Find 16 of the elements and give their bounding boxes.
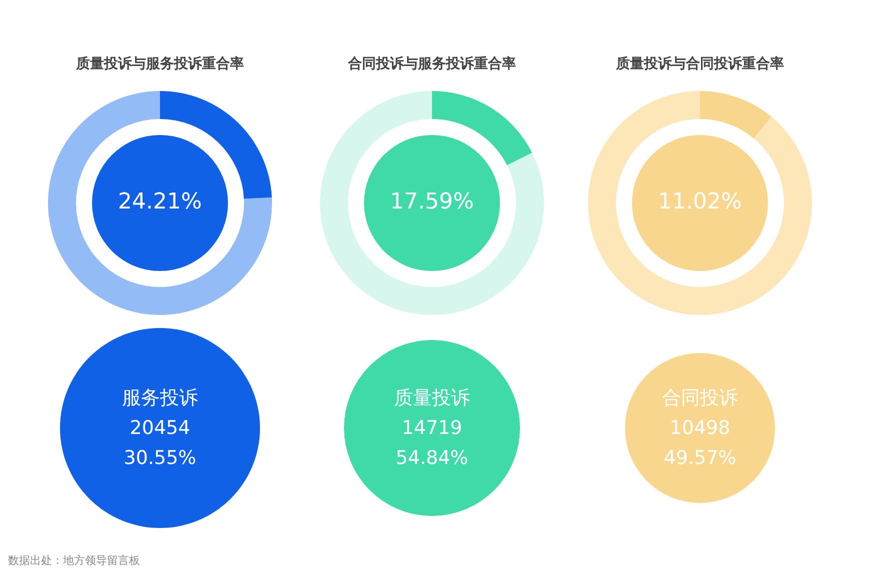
text: 质量投诉 <box>394 386 470 411</box>
chart-title: 质量投诉与合同投诉重合率 <box>615 55 784 72</box>
text: 11.02% <box>658 190 742 214</box>
text: 14719 <box>402 416 462 441</box>
chart-title: 质量投诉与服务投诉重合率 <box>75 55 244 72</box>
text: 24.21% <box>118 190 202 214</box>
text: 服务投诉 <box>122 386 198 411</box>
text: 54.84% <box>396 446 468 471</box>
text: 49.57% <box>664 446 736 471</box>
text: 30.55% <box>124 446 196 471</box>
text: 合同投诉 <box>662 386 738 411</box>
text: 17.59% <box>390 190 474 214</box>
text: 20454 <box>130 416 190 441</box>
text: 数据出处：地方领导留言板 <box>8 553 140 568</box>
chart-title: 合同投诉与服务投诉重合率 <box>347 55 516 72</box>
text: 10498 <box>670 416 730 441</box>
